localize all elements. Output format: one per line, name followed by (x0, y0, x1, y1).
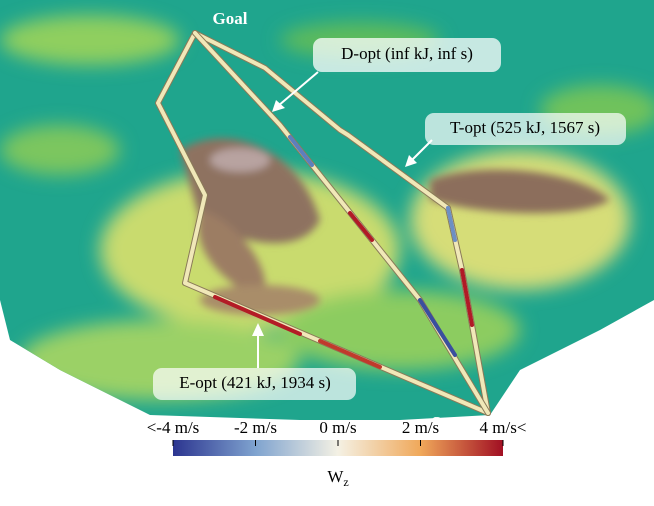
colorbar-title: Wz (327, 467, 348, 489)
colorbar-tick-label: 2 m/s (402, 418, 439, 437)
colorbar-title-main: W (327, 467, 344, 486)
d-opt-label: D-opt (inf kJ, inf s) (341, 44, 473, 63)
t-opt-label: T-opt (525 kJ, 1567 s) (450, 118, 600, 137)
colorbar-tick-label: 4 m/s< (480, 418, 527, 437)
colorbar-tick-label: 0 m/s (319, 418, 356, 437)
colorbar-tick-label: -2 m/s (234, 418, 277, 437)
figure: D-opt (inf kJ, inf s) T-opt (525 kJ, 156… (0, 0, 654, 506)
colorbar-title-subscript: z (343, 475, 348, 489)
goal-label: Goal (213, 9, 248, 28)
colorbar: <-4 m/s -2 m/s 0 m/s 2 m/s 4 m/s< Wz (147, 418, 527, 489)
colorbar-tick-label: <-4 m/s (147, 418, 200, 437)
e-opt-label: E-opt (421 kJ, 1934 s) (179, 373, 331, 392)
